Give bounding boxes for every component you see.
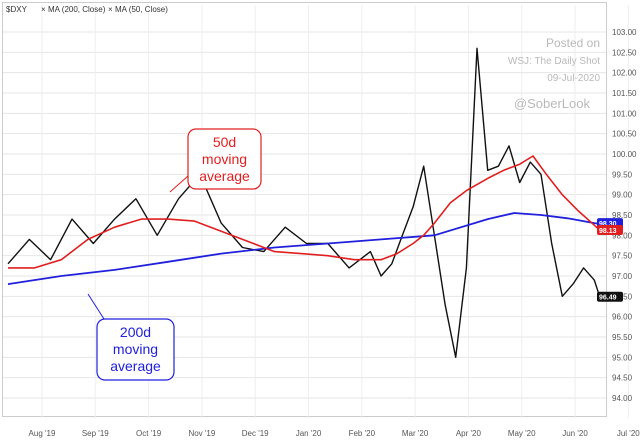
y-tick-label: 100.50	[612, 130, 637, 139]
last-value-tag-label: 98.30	[599, 221, 617, 228]
y-tick-label: 102.50	[612, 48, 637, 57]
y-tick-label: 95.50	[612, 333, 633, 342]
last-value-tag-label: 96.49	[599, 295, 617, 302]
annotation-50d-pointer	[169, 175, 189, 193]
annotation-50d: 50d moving average	[169, 128, 262, 193]
y-tick-label: 98.00	[612, 231, 633, 240]
y-tick-label: 101.00	[612, 109, 637, 118]
y-tick-label: 101.50	[612, 89, 637, 98]
watermark-date: 09-Jul-2020	[547, 73, 600, 84]
x-tick-label: Aug '19	[29, 429, 56, 438]
annotation-200d-line2: moving	[113, 341, 158, 357]
watermark-posted-on: Posted on	[546, 36, 600, 50]
series-price-line	[7, 47, 601, 358]
y-tick-label: 97.50	[612, 252, 633, 261]
last-value-tag	[597, 225, 623, 236]
annotation-200d-pointer	[87, 293, 105, 320]
x-tick-label: Oct '19	[136, 429, 162, 438]
x-axis: Aug '19 Sep '19 Oct '19 Nov '19 Dec '19 Jan '…	[29, 429, 640, 438]
y-tick-label: 100.00	[612, 150, 637, 159]
annotation-50d-line3: average	[199, 168, 250, 184]
x-tick-label: May '20	[508, 429, 536, 438]
x-tick-label: Sep '19	[82, 429, 109, 438]
y-tick-label: 103.00	[612, 28, 637, 37]
annotation-200d: 200d moving average	[87, 293, 175, 381]
series-ma50-line	[8, 155, 601, 269]
x-tick-label: Feb '20	[349, 429, 376, 438]
x-tick-label: Apr '20	[456, 429, 482, 438]
last-value-tag	[597, 291, 623, 302]
legend-item-ma200: MA (200, Close)	[48, 5, 106, 14]
y-tick-label: 102.00	[612, 69, 637, 78]
annotation-200d-line1: 200d	[120, 324, 151, 340]
y-tick-label: 94.50	[612, 374, 633, 383]
legend: $DXY × MA (200, Close) × MA (50, Close)	[6, 5, 168, 14]
x-tick-label: Mar '20	[402, 429, 429, 438]
y-tick-label: 98.50	[612, 211, 633, 220]
x-tick-label: Dec '19	[242, 429, 269, 438]
x-tick-label: Jun '20	[562, 429, 588, 438]
y-tick-label: 99.50	[612, 170, 633, 179]
x-tick-label: Jul '20	[617, 429, 640, 438]
x-tick-label: Jan '20	[296, 429, 322, 438]
watermark-source: WSJ: The Daily Shot	[508, 56, 600, 67]
y-gridlines	[3, 31, 606, 399]
legend-marker-ma50: ×	[108, 5, 113, 14]
watermark-handle: @SoberLook	[514, 96, 591, 111]
series-ma200-line	[7, 212, 600, 285]
annotation-50d-line1: 50d	[213, 134, 236, 150]
series-layer	[7, 47, 601, 358]
y-axis: 94.0094.5095.0095.5096.0096.5097.0097.50…	[612, 28, 637, 403]
y-tick-label: 96.00	[612, 313, 633, 322]
y-tick-label: 95.00	[612, 353, 633, 362]
x-tick-label: Nov '19	[188, 429, 215, 438]
legend-marker-ma200: ×	[41, 5, 46, 14]
y-tick-label: 94.00	[612, 394, 633, 403]
last-value-tag-label: 98.13	[599, 228, 617, 235]
y-tick-label: 97.00	[612, 272, 633, 281]
legend-ticker: $DXY	[6, 5, 28, 14]
annotation-200d-box	[96, 318, 175, 381]
annotation-50d-line2: moving	[202, 151, 247, 167]
y-tick-label: 99.00	[612, 191, 633, 200]
annotation-50d-box	[187, 128, 262, 190]
legend-item-ma50: MA (50, Close)	[115, 5, 168, 14]
annotation-200d-line3: average	[110, 358, 161, 374]
